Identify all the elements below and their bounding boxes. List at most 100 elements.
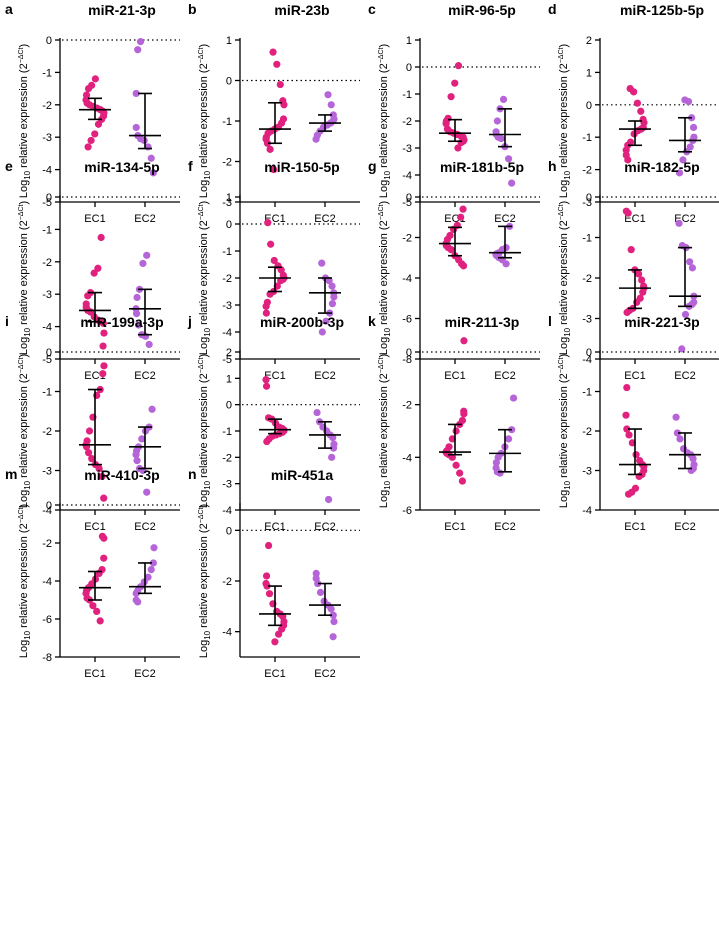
data-point-l-ec2	[689, 455, 697, 463]
y-tick-label-l: -2	[582, 426, 592, 438]
data-point-b-ec2	[327, 101, 335, 109]
data-point-m-ec1	[100, 554, 108, 562]
data-point-g-ec1	[460, 337, 468, 345]
panel-i: i miR-199a-3p 0 -1 -2 -3 -4 EC1 EC2 Log10 relativ…	[5, 313, 180, 533]
data-point-m-ec2	[134, 598, 142, 606]
x-tick-label-k: EC2	[494, 521, 515, 533]
y-tick-label-f: -4	[222, 327, 232, 339]
y-axis-label-g: Log10 relative expression (2−ΔCt)	[378, 201, 392, 355]
y-tick-label-c: -4	[402, 170, 412, 182]
x-tick-label-i: EC2	[134, 521, 155, 533]
panel-k: k miR-211-3p 0 -2 -4 -6 EC1 EC2 Log10 relative e…	[368, 313, 540, 533]
y-tick-label-b: -2	[222, 157, 232, 169]
y-tick-label-l: -1	[582, 387, 592, 399]
data-point-f-ec2	[330, 293, 338, 301]
y-tick-label-f: -3	[222, 300, 232, 312]
data-point-k-ec1	[458, 477, 467, 485]
data-point-b-ec1	[263, 139, 272, 147]
data-point-m-ec1	[89, 602, 97, 610]
y-tick-label-d: 2	[586, 35, 592, 47]
panel-letter-n: n	[188, 466, 197, 482]
data-point-c-ec2	[504, 155, 513, 163]
data-point-c-ec1	[451, 79, 459, 87]
data-point-n-ec2	[314, 579, 322, 588]
data-point-i-ec1	[84, 449, 93, 457]
y-tick-label-a: -1	[42, 67, 52, 79]
y-tick-label-g: -4	[402, 273, 412, 285]
data-point-b-ec1	[276, 80, 284, 89]
data-point-n-ec2	[329, 611, 337, 619]
data-point-c-ec2	[493, 117, 501, 125]
panel-h: h miR-182-5p 0 -1 -2 -3 -4 EC1 EC2 Log10 relative…	[548, 158, 719, 382]
data-point-c-ec1	[454, 62, 463, 70]
x-tick-label-n: EC1	[264, 668, 285, 680]
data-point-m-ec1	[100, 534, 108, 542]
y-tick-label-e: -4	[42, 322, 52, 334]
data-point-h-ec1	[638, 276, 646, 284]
data-point-f-ec2	[318, 259, 326, 267]
panel-title-n: miR-451a	[271, 467, 333, 483]
y-tick-label-n: -2	[222, 576, 232, 588]
data-point-k-ec2	[496, 469, 504, 477]
y-tick-label-m: 0	[46, 500, 52, 512]
data-point-a-ec1	[94, 120, 103, 128]
data-point-n-ec1	[264, 541, 273, 550]
data-point-n-ec2	[330, 617, 338, 626]
y-tick-label-c: 1	[406, 35, 412, 47]
y-tick-label-c: -5	[402, 197, 412, 209]
panel-n: n miR-451a 0 -2 -4 EC1 EC2 Log10 relative expre…	[188, 466, 360, 680]
data-point-n-ec1	[262, 572, 271, 580]
x-tick-label-e: EC2	[134, 370, 155, 382]
y-tick-label-h: -3	[582, 314, 592, 326]
y-tick-label-e: -2	[42, 257, 52, 269]
y-tick-label-k: 0	[406, 347, 412, 359]
panel-letter-j: j	[187, 313, 192, 329]
data-point-n-ec1	[271, 638, 279, 646]
data-point-d-ec2	[675, 169, 684, 177]
y-tick-label-e: -3	[42, 289, 52, 301]
panel-g: g miR-181b-5p 0 -2 -4 -6 -8 EC1 EC2 Log10 relativ…	[368, 158, 540, 382]
data-point-e-ec1	[84, 292, 92, 300]
data-point-a-ec2	[134, 46, 142, 54]
data-point-i-ec1	[95, 464, 103, 473]
panel-title-a: miR-21-3p	[88, 2, 156, 18]
data-point-h-ec1	[623, 308, 631, 317]
panel-title-d: miR-125b-5p	[620, 2, 704, 18]
x-tick-label-k: EC1	[444, 521, 465, 533]
data-point-j-ec1	[262, 382, 271, 390]
data-point-n-ec2	[327, 605, 335, 613]
data-point-l-ec2	[676, 435, 684, 443]
data-point-a-ec1	[87, 136, 95, 145]
y-tick-label-i: -4	[42, 505, 52, 517]
data-point-b-ec1	[280, 101, 288, 109]
data-point-a-ec1	[84, 85, 93, 93]
y-tick-label-g: -8	[402, 354, 412, 366]
data-point-e-ec2	[133, 293, 141, 302]
y-tick-label-h: 0	[586, 192, 592, 204]
y-axis-label-a: Log10 relative expression (2−ΔCt)	[18, 44, 32, 198]
data-point-j-ec2	[328, 453, 336, 461]
y-tick-label-i: -2	[42, 426, 52, 438]
data-point-j-ec1	[263, 437, 271, 446]
x-tick-label-j: EC2	[314, 521, 335, 533]
y-tick-label-d: 0	[586, 100, 592, 112]
data-point-d-ec1	[630, 130, 638, 138]
y-tick-label-e: -1	[42, 224, 52, 236]
y-tick-label-j: 2	[226, 347, 232, 359]
y-axis-label-i: Log10 relative expression (2−ΔCt)	[18, 354, 32, 508]
data-point-f-ec1	[270, 256, 278, 265]
panel-title-b: miR-23b	[274, 2, 329, 18]
data-point-i-ec2	[133, 457, 141, 465]
data-point-m-ec2	[132, 589, 140, 597]
x-tick-label-a: EC2	[134, 213, 155, 225]
data-point-k-ec2	[492, 459, 500, 467]
x-tick-label-m: EC2	[134, 668, 155, 680]
y-tick-label-m: -8	[42, 652, 52, 664]
y-tick-label-f: -2	[222, 273, 232, 285]
data-point-j-ec2	[329, 433, 337, 442]
y-tick-label-h: -4	[582, 354, 592, 366]
data-point-f-ec1	[264, 219, 272, 227]
panel-letter-k: k	[368, 313, 376, 329]
